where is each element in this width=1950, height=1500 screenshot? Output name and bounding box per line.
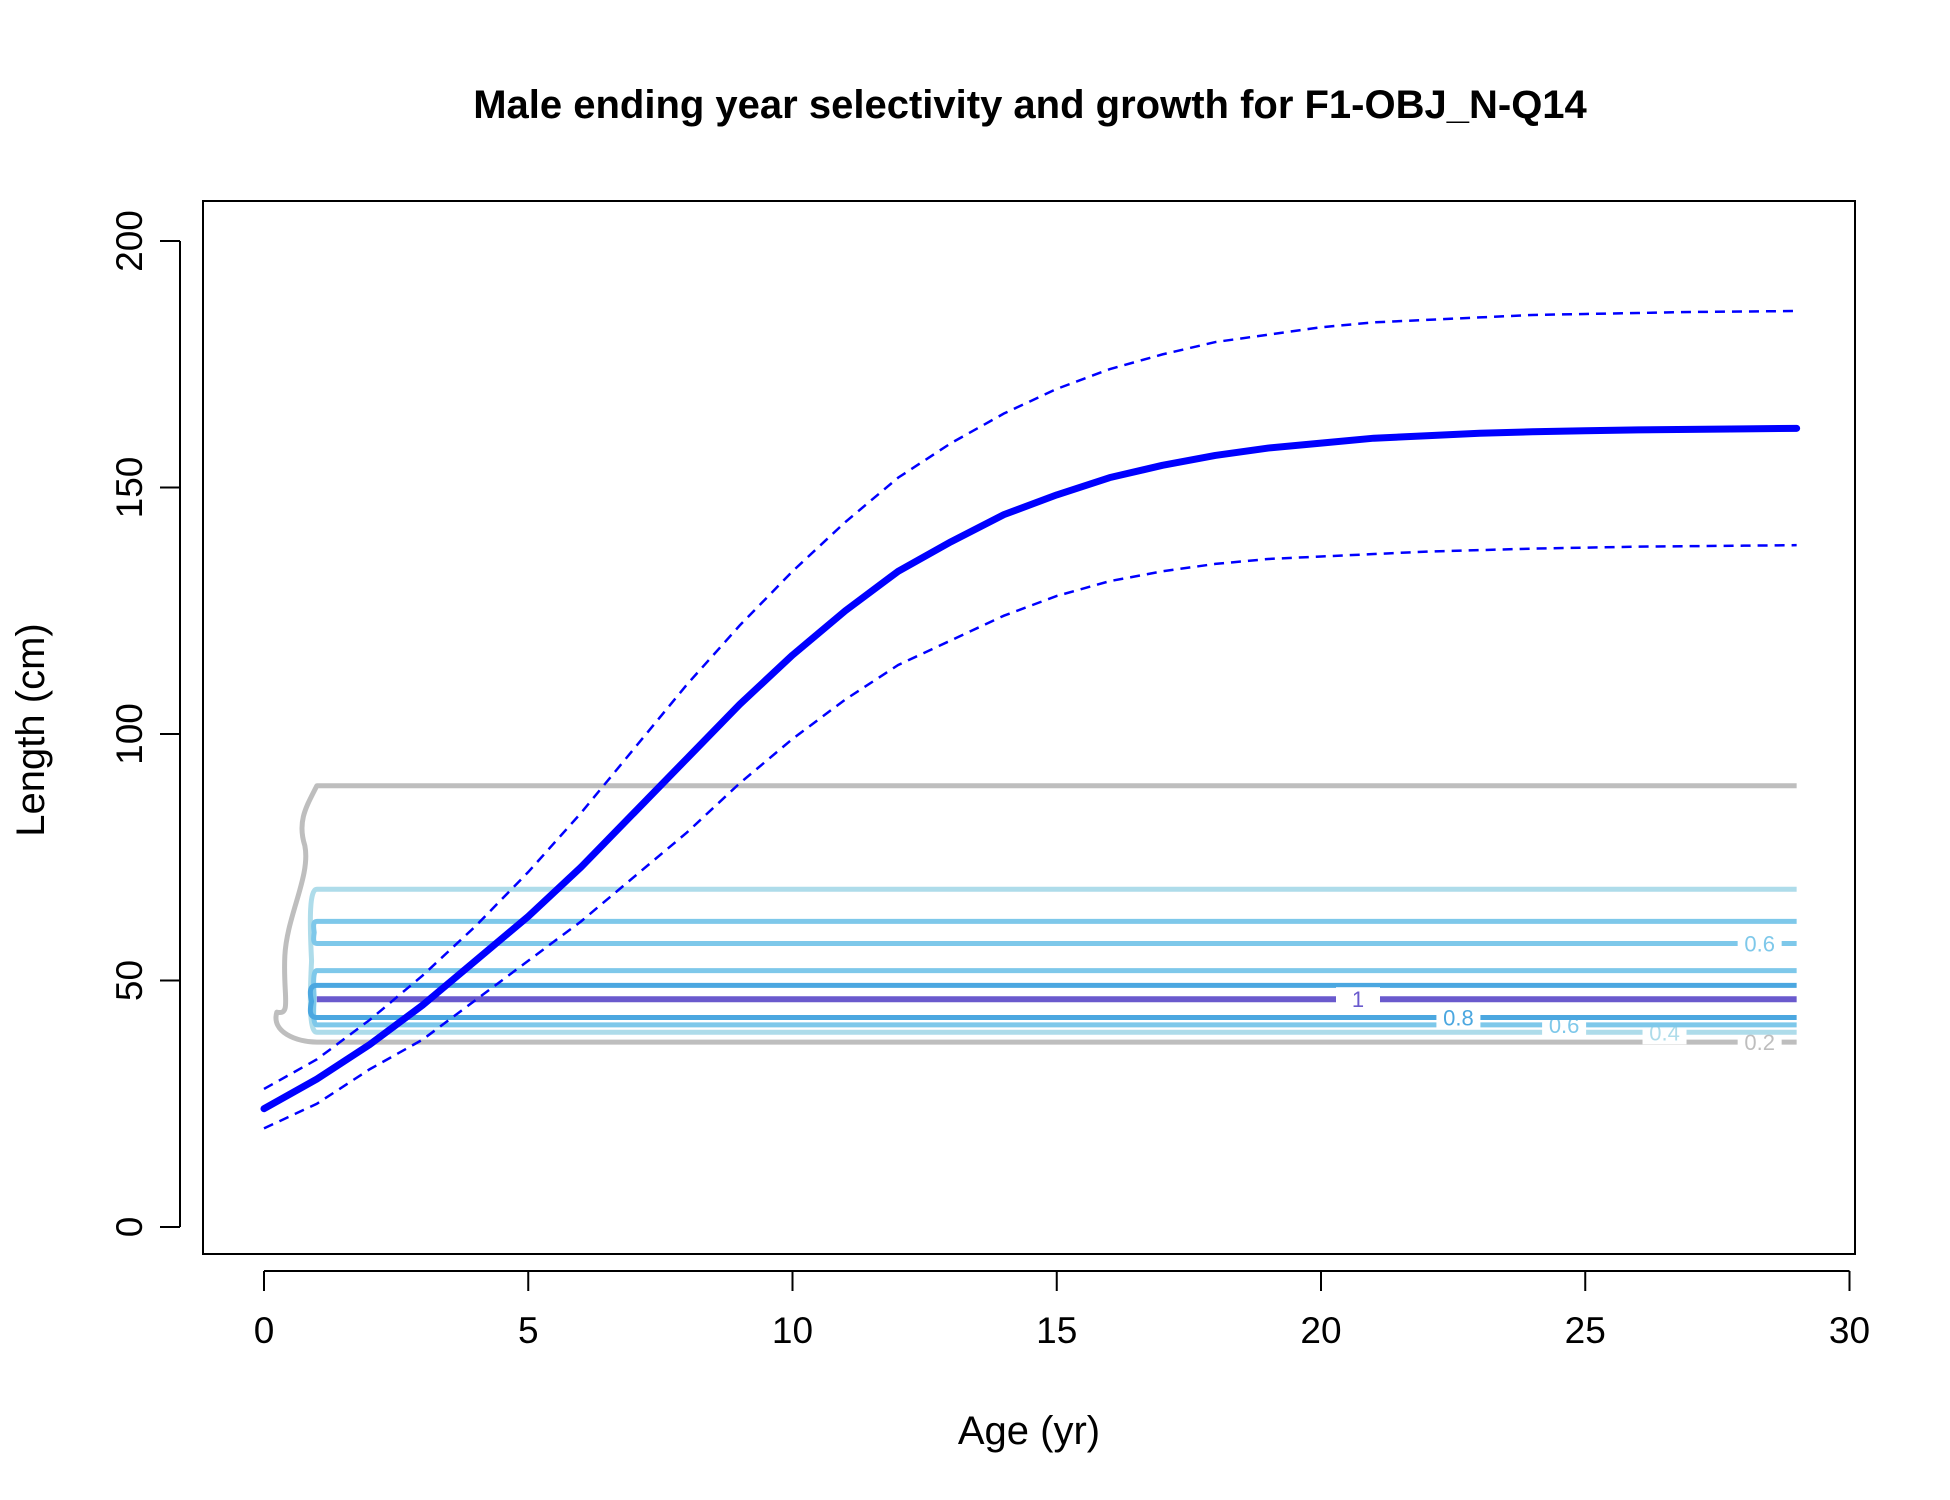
chart-title: Male ending year selectivity and growth … (473, 83, 1587, 127)
growth-lower-ci (263, 543, 1797, 1130)
x-axis-label: Age (yr) (958, 1409, 1100, 1453)
y-tick-label: 50 (109, 960, 150, 1001)
contour-line (311, 918, 1797, 947)
y-tick-label: 100 (109, 703, 150, 765)
contour-label-gap (1737, 931, 1782, 956)
x-tick-label: 30 (1829, 1310, 1870, 1351)
contour-label: 1 (1352, 987, 1364, 1012)
x-axis: 0 5 10 15 20 25 30 (254, 1270, 1870, 1351)
selectivity-contours: 0.20.40.60.60.81 (273, 783, 1797, 1055)
x-tick-label: 0 (254, 1310, 275, 1351)
x-tick-label: 15 (1036, 1310, 1077, 1351)
growth-mean-line (260, 424, 1801, 1113)
growth-curves (260, 309, 1801, 1130)
x-tick-label: 25 (1565, 1310, 1606, 1351)
contour-label-gap (1335, 987, 1380, 1012)
plot-box (202, 200, 1856, 1255)
contour-line (311, 968, 1797, 1028)
contour-label-gap (1436, 1005, 1481, 1030)
x-tick-label: 5 (518, 1310, 539, 1351)
contour-line (273, 783, 1797, 1045)
x-tick-label: 20 (1300, 1310, 1341, 1351)
y-tick-label: 200 (109, 210, 150, 272)
contour-label: 0.8 (1443, 1005, 1474, 1030)
y-tick-label: 0 (109, 1217, 150, 1238)
y-tick-label: 150 (109, 457, 150, 519)
contour-line (307, 886, 1797, 1035)
y-axis-label: Length (cm) (9, 623, 53, 836)
contour-line (307, 982, 1797, 1020)
contour-label: 0.6 (1744, 932, 1775, 957)
y-axis: 0 50 100 150 200 (109, 210, 181, 1238)
growth-upper-ci (263, 309, 1797, 1091)
x-tick-label: 10 (772, 1310, 813, 1351)
